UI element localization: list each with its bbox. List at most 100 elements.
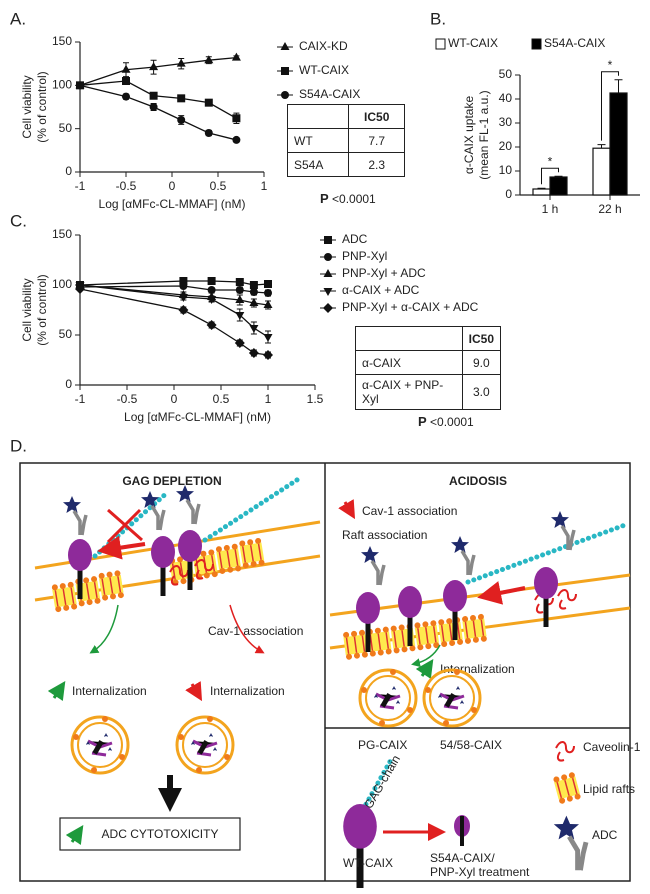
y-tick-label: 50 <box>59 327 73 341</box>
table-header: IC50 <box>348 104 405 129</box>
bar <box>549 176 568 196</box>
table-cell: α-CAIX <box>355 350 463 375</box>
gag-chain <box>202 475 303 543</box>
p-value: P <0.0001 <box>320 191 376 206</box>
panel-label: D. <box>10 436 27 455</box>
data-point <box>249 325 259 333</box>
icon <box>449 534 476 577</box>
data-point <box>232 114 241 123</box>
data-point <box>249 298 259 306</box>
bar <box>609 92 628 196</box>
series-line <box>79 84 237 141</box>
data-point <box>149 91 158 100</box>
y-axis-label: (% of control) <box>35 71 49 142</box>
icon <box>50 580 79 614</box>
acidosis: ACIDOSIS Cav-1 association Raft associat… <box>329 474 631 728</box>
legend-label: WT-CAIX <box>448 36 498 50</box>
icon <box>343 804 377 888</box>
data-point <box>178 305 189 315</box>
data-point <box>149 103 158 111</box>
p-text: <0.0001 <box>332 192 376 206</box>
data-point <box>176 58 186 67</box>
data-point <box>75 284 85 294</box>
data-point <box>207 286 216 294</box>
icon <box>460 612 488 645</box>
legend-label: CAIX-KD <box>299 39 348 53</box>
data-point <box>249 281 258 289</box>
x-tick-label: 0.5 <box>213 392 230 406</box>
panel-label: A. <box>10 9 26 28</box>
legend-swatch <box>531 38 542 50</box>
icon <box>342 628 370 661</box>
data-point <box>235 278 244 286</box>
arrow <box>338 499 356 520</box>
p-label: P <box>418 414 427 429</box>
label: Cav-1 association <box>208 624 303 638</box>
label: ADC CYTOTOXICITY <box>102 827 219 841</box>
label: Internalization <box>72 684 147 698</box>
data-point <box>263 334 273 342</box>
ic50-table: IC50 α-CAIX 9.0 α-CAIX + PNP-Xyl 3.0 <box>355 326 502 410</box>
cross <box>106 508 143 544</box>
data-point <box>235 295 245 303</box>
data-point <box>204 129 213 137</box>
ic50-table: IC50 WT 7.7 S54A 2.3 <box>286 104 405 177</box>
y-tick-label: 100 <box>52 78 72 92</box>
label: S54A-CAIX/ <box>430 851 495 865</box>
y-tick-label: 100 <box>52 277 72 291</box>
x-axis-label: Log [αMFc-CL-MMAF] (nM) <box>124 410 271 424</box>
legend-label: ADC <box>342 232 368 246</box>
x-tick-label: 0 <box>171 392 178 406</box>
significance-bracket <box>601 71 619 141</box>
y-tick-label: 150 <box>52 227 72 241</box>
diagram-legend: PG-CAIX 54/58-CAIX GAG-chain WT-CAIX S54… <box>343 738 641 888</box>
p-label: P <box>320 191 329 206</box>
data-point <box>76 81 84 90</box>
table-cell: 9.0 <box>461 350 502 375</box>
label: Caveolin-1 <box>583 740 641 754</box>
y-axis-label: Cell viability <box>20 278 34 341</box>
icon <box>552 770 582 806</box>
data-point <box>204 55 214 64</box>
table-cell: 7.7 <box>348 128 405 153</box>
icon <box>549 509 576 552</box>
data-point <box>122 92 130 101</box>
data-point <box>263 300 273 308</box>
legend-label: PNP-Xyl <box>342 249 387 263</box>
label: 54/58-CAIX <box>440 738 502 752</box>
annotation: * <box>548 154 553 168</box>
gag-depletion: GAG DEPLETION Cav-1 association Internal… <box>34 474 321 851</box>
icon <box>174 483 201 526</box>
y-axis-label: α-CAIX uptake <box>462 96 476 175</box>
y-tick-label: 150 <box>52 34 72 48</box>
panel-label: B. <box>430 9 446 28</box>
label: WT-CAIX <box>343 856 393 870</box>
legend-label: PNP-Xyl + ADC <box>342 266 426 280</box>
x-tick-label: -1 <box>75 179 86 193</box>
significance-bracket <box>541 167 559 185</box>
x-tick-label: 1 <box>261 179 268 193</box>
legend-marker <box>323 288 333 296</box>
data-point <box>179 282 188 290</box>
icon <box>97 569 126 602</box>
legend-marker <box>324 236 332 244</box>
arrow <box>185 681 203 702</box>
table-cell: S54A <box>286 152 350 177</box>
diagram <box>19 462 631 882</box>
data-point <box>232 135 241 144</box>
icon <box>175 714 235 775</box>
x-tick-label: 0 <box>169 179 176 193</box>
icon <box>413 619 441 652</box>
label: PG-CAIX <box>358 738 407 752</box>
data-point <box>121 64 131 73</box>
p-value: P <0.0001 <box>418 414 474 429</box>
error-bar <box>614 79 623 93</box>
x-tick-label: -0.5 <box>116 179 137 193</box>
data-point <box>207 277 216 285</box>
legend-label: S54A-CAIX <box>299 87 360 101</box>
icon <box>61 494 88 537</box>
table-cell <box>355 326 463 351</box>
legend-marker <box>280 42 290 50</box>
arrow <box>89 604 119 654</box>
